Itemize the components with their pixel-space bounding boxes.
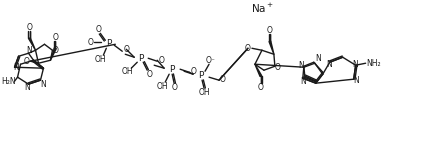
Text: N: N (14, 63, 20, 72)
Text: N: N (326, 60, 331, 69)
Text: O: O (258, 83, 264, 92)
Text: O: O (245, 44, 251, 53)
Text: O: O (23, 57, 29, 66)
Text: N: N (40, 80, 46, 89)
Text: OH: OH (156, 82, 168, 91)
Text: O: O (26, 23, 32, 32)
Text: O: O (158, 56, 164, 65)
Text: OH: OH (121, 67, 133, 76)
Text: O: O (52, 33, 58, 42)
Text: O: O (171, 83, 177, 92)
Text: O: O (146, 70, 152, 79)
Text: O: O (52, 46, 58, 55)
Text: Na$^+$: Na$^+$ (251, 2, 274, 15)
Text: OH: OH (95, 55, 106, 64)
Text: O: O (275, 63, 281, 72)
Text: N: N (352, 60, 357, 69)
Text: H₂N: H₂N (1, 77, 16, 86)
Text: N: N (25, 83, 30, 92)
Text: N: N (300, 77, 306, 86)
Polygon shape (29, 38, 35, 50)
Text: P: P (138, 54, 144, 63)
Text: N: N (353, 76, 359, 85)
Text: P: P (199, 71, 204, 80)
Text: O⁻: O⁻ (206, 56, 216, 65)
Text: NH₂: NH₂ (366, 59, 381, 68)
Text: O: O (87, 38, 93, 47)
Text: O: O (95, 25, 101, 34)
Polygon shape (255, 64, 262, 77)
Text: O: O (124, 45, 129, 54)
Text: N: N (27, 46, 32, 55)
Text: P: P (170, 65, 175, 74)
Text: N: N (298, 61, 304, 70)
Text: N: N (315, 54, 321, 63)
Text: O: O (190, 67, 196, 76)
Text: O: O (220, 75, 226, 84)
Text: O: O (267, 26, 273, 35)
Text: OH: OH (198, 88, 210, 97)
Polygon shape (50, 48, 56, 60)
Polygon shape (269, 41, 274, 54)
Text: P: P (106, 39, 111, 48)
